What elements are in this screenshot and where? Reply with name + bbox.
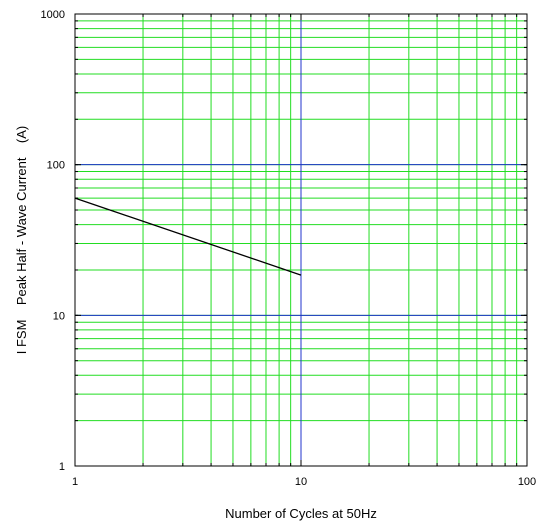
y-tick-labels: 1 10 100 1000: [41, 9, 65, 473]
tick-marks: [75, 14, 527, 466]
series-layer: [74, 197, 302, 276]
y-tick-label: 10: [53, 310, 65, 322]
series-line-1: [74, 197, 302, 276]
x-tick-label: 1: [72, 476, 78, 488]
y-tick-label: 100: [47, 160, 65, 172]
x-tick-label: 100: [518, 476, 536, 488]
x-axis-label: Number of Cycles at 50Hz: [225, 506, 377, 521]
y-tick-label: 1000: [41, 9, 65, 21]
major-grid: [75, 14, 527, 466]
x-tick-label: 10: [295, 476, 307, 488]
y-tick-label: 1: [59, 461, 65, 473]
y-axis-label: I FSM Peak Half - Wave Current (A): [14, 126, 29, 355]
x-tick-labels: 1 10 100: [72, 476, 536, 488]
